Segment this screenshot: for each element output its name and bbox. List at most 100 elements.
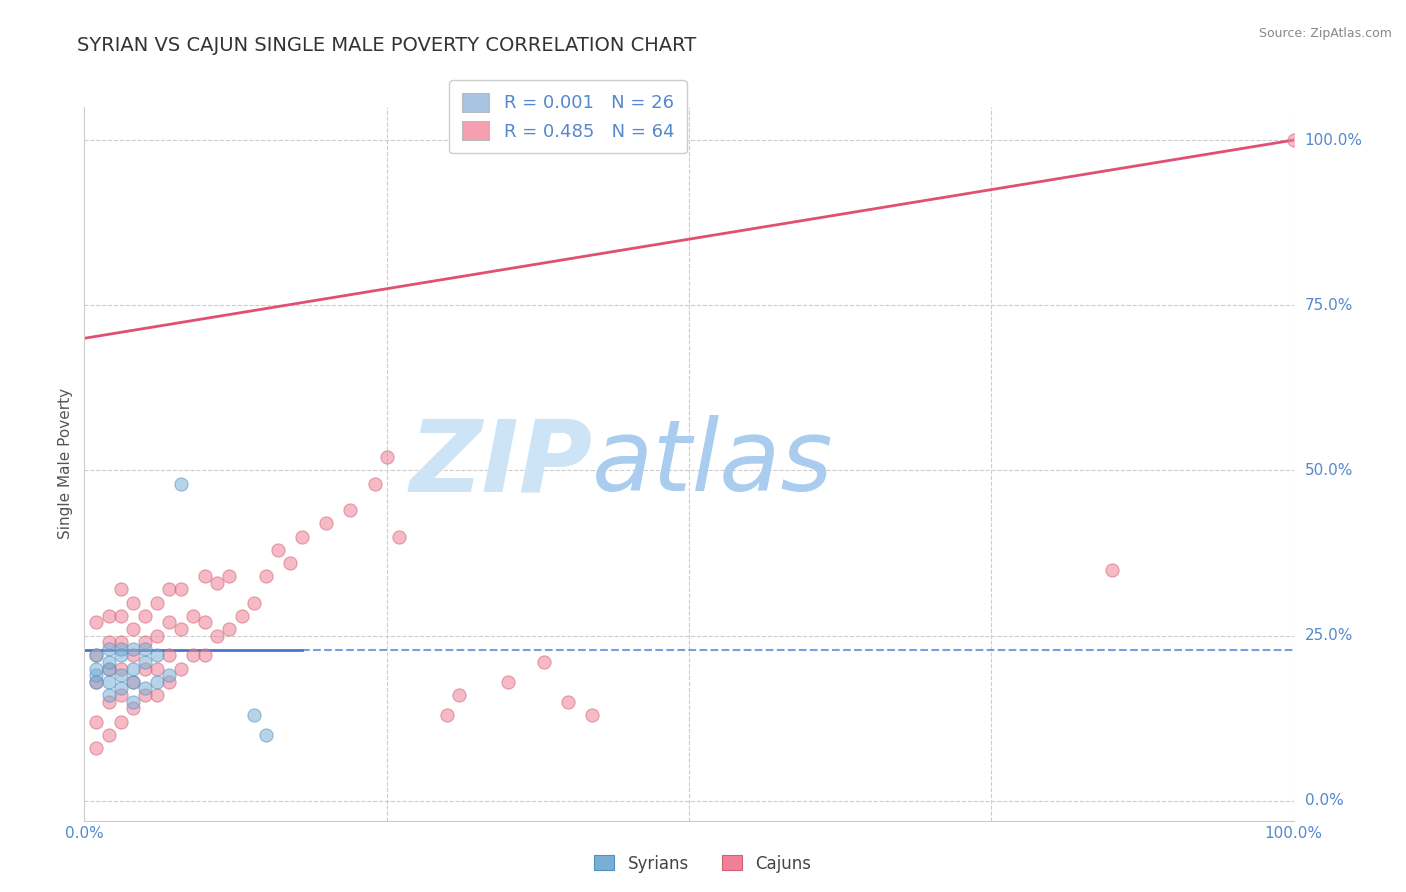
Point bbox=[121, 674, 143, 689]
Point bbox=[97, 635, 120, 649]
Point bbox=[1101, 563, 1123, 577]
Point bbox=[170, 622, 193, 636]
Text: 0.0%: 0.0% bbox=[1305, 793, 1343, 808]
Point bbox=[97, 728, 120, 742]
Point bbox=[110, 582, 132, 597]
Point bbox=[97, 662, 120, 676]
Point bbox=[496, 674, 519, 689]
Point bbox=[181, 648, 204, 663]
Point bbox=[86, 648, 108, 663]
Point bbox=[110, 662, 132, 676]
Point bbox=[267, 542, 290, 557]
Point bbox=[278, 556, 301, 570]
Point bbox=[339, 503, 361, 517]
Point bbox=[533, 655, 555, 669]
Point bbox=[110, 714, 132, 729]
Point bbox=[363, 476, 385, 491]
Point bbox=[291, 529, 314, 543]
Point bbox=[134, 635, 156, 649]
Point bbox=[110, 681, 132, 696]
Point bbox=[388, 529, 411, 543]
Legend: Syrians, Cajuns: Syrians, Cajuns bbox=[588, 848, 818, 880]
Point bbox=[121, 648, 143, 663]
Point bbox=[97, 608, 120, 623]
Point bbox=[121, 596, 143, 610]
Point bbox=[194, 569, 217, 583]
Point bbox=[86, 668, 108, 682]
Point bbox=[86, 662, 108, 676]
Point bbox=[146, 629, 169, 643]
Point bbox=[86, 615, 108, 630]
Point bbox=[557, 695, 579, 709]
Point bbox=[181, 608, 204, 623]
Text: 75.0%: 75.0% bbox=[1305, 298, 1353, 313]
Point bbox=[581, 707, 603, 722]
Point bbox=[242, 707, 264, 722]
Point bbox=[86, 741, 108, 756]
Point bbox=[110, 608, 132, 623]
Point bbox=[97, 662, 120, 676]
Point bbox=[110, 641, 132, 656]
Point bbox=[134, 662, 156, 676]
Point bbox=[134, 608, 156, 623]
Point bbox=[218, 569, 240, 583]
Point bbox=[121, 662, 143, 676]
Point bbox=[97, 641, 120, 656]
Point bbox=[254, 728, 277, 742]
Point bbox=[110, 635, 132, 649]
Point bbox=[218, 622, 240, 636]
Point bbox=[315, 516, 337, 531]
Point bbox=[121, 695, 143, 709]
Point bbox=[254, 569, 277, 583]
Point bbox=[231, 608, 253, 623]
Point bbox=[97, 688, 120, 702]
Text: 25.0%: 25.0% bbox=[1305, 628, 1353, 643]
Point bbox=[1282, 133, 1305, 147]
Y-axis label: Single Male Poverty: Single Male Poverty bbox=[58, 388, 73, 540]
Point bbox=[97, 674, 120, 689]
Point bbox=[86, 648, 108, 663]
Point bbox=[436, 707, 458, 722]
Text: 50.0%: 50.0% bbox=[1305, 463, 1353, 478]
Point bbox=[375, 450, 398, 465]
Point bbox=[97, 655, 120, 669]
Point bbox=[207, 575, 229, 590]
Point bbox=[97, 695, 120, 709]
Point bbox=[110, 688, 132, 702]
Point bbox=[146, 596, 169, 610]
Text: Source: ZipAtlas.com: Source: ZipAtlas.com bbox=[1258, 27, 1392, 40]
Point bbox=[157, 582, 180, 597]
Point bbox=[134, 681, 156, 696]
Point bbox=[121, 674, 143, 689]
Point bbox=[146, 648, 169, 663]
Point bbox=[121, 701, 143, 715]
Point bbox=[157, 615, 180, 630]
Point bbox=[86, 674, 108, 689]
Text: SYRIAN VS CAJUN SINGLE MALE POVERTY CORRELATION CHART: SYRIAN VS CAJUN SINGLE MALE POVERTY CORR… bbox=[77, 36, 696, 54]
Text: 100.0%: 100.0% bbox=[1305, 133, 1362, 147]
Text: atlas: atlas bbox=[592, 416, 834, 512]
Point bbox=[170, 662, 193, 676]
Point bbox=[110, 668, 132, 682]
Point bbox=[86, 674, 108, 689]
Text: ZIP: ZIP bbox=[409, 416, 592, 512]
Point bbox=[86, 714, 108, 729]
Point bbox=[170, 582, 193, 597]
Point bbox=[157, 648, 180, 663]
Point bbox=[121, 641, 143, 656]
Point bbox=[134, 688, 156, 702]
Point bbox=[121, 622, 143, 636]
Point bbox=[194, 648, 217, 663]
Point bbox=[242, 596, 264, 610]
Point bbox=[134, 655, 156, 669]
Point bbox=[146, 662, 169, 676]
Point bbox=[146, 688, 169, 702]
Point bbox=[134, 641, 156, 656]
Point bbox=[110, 648, 132, 663]
Point bbox=[170, 476, 193, 491]
Point bbox=[146, 674, 169, 689]
Point bbox=[157, 674, 180, 689]
Point bbox=[194, 615, 217, 630]
Point bbox=[157, 668, 180, 682]
Point bbox=[207, 629, 229, 643]
